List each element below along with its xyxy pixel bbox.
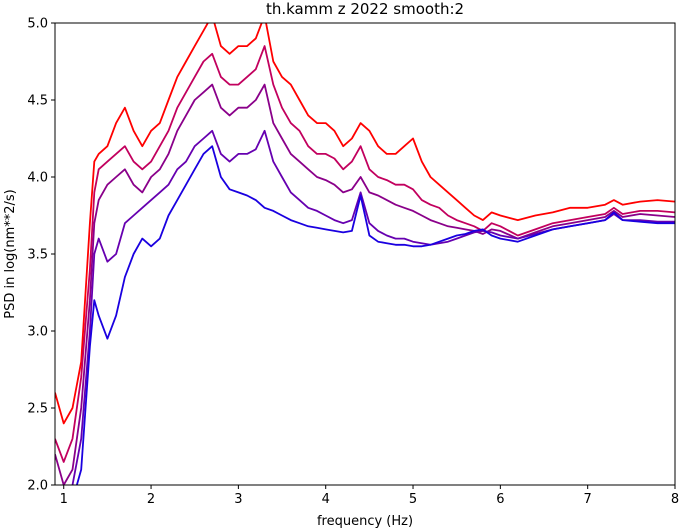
series-line-2 [55, 45, 675, 463]
x-tick-label: 6 [496, 492, 504, 507]
x-tick-label: 2 [147, 492, 155, 507]
x-tick-label: 5 [409, 492, 417, 507]
x-tick-label: 4 [322, 492, 330, 507]
x-tick-label: 8 [671, 492, 679, 507]
y-axis: 2.0 2.5 3.0 3.5 4.0 4.5 5.0 [27, 17, 55, 494]
chart-title: th.kamm z 2022 smooth:2 [266, 0, 464, 18]
x-tick-label: 3 [234, 492, 242, 507]
y-tick-label: 4.5 [27, 94, 48, 109]
plot-frame [54, 22, 676, 486]
series-line-3 [55, 83, 675, 485]
y-tick-label: 4.0 [27, 171, 48, 186]
x-tick-label: 1 [60, 492, 68, 507]
y-tick-label: 2.0 [27, 479, 48, 494]
y-tick-label: 2.5 [27, 402, 48, 417]
x-tick-label: 7 [584, 492, 592, 507]
y-tick-label: 3.5 [27, 248, 48, 263]
series-line-4 [55, 129, 675, 485]
y-tick-label: 3.0 [27, 325, 48, 340]
y-tick-label: 5.0 [27, 17, 48, 32]
series-line-5 [75, 145, 675, 485]
series-line-1 [55, 23, 675, 425]
x-axis-label: frequency (Hz) [317, 514, 413, 529]
series-layer [55, 23, 675, 485]
x-axis: 1 2 3 4 5 6 7 8 [60, 485, 679, 507]
y-axis-label: PSD in log(nm**2/s) [3, 189, 18, 319]
